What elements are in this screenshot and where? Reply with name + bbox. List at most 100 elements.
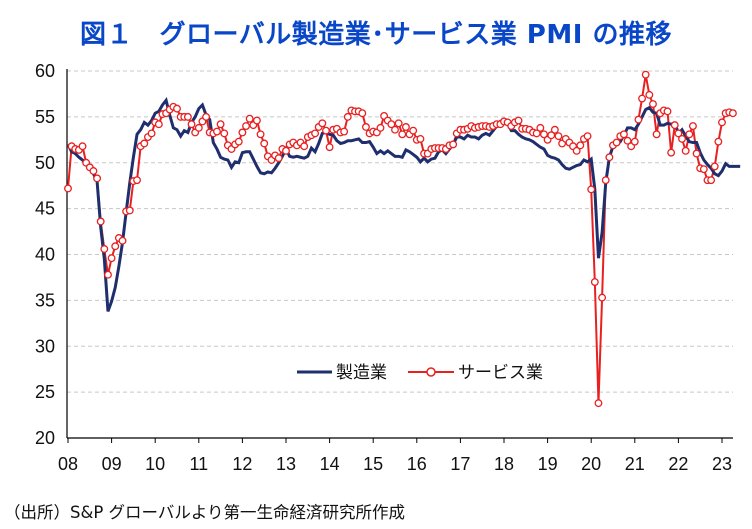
service-point xyxy=(96,217,105,226)
service-point xyxy=(93,174,102,183)
service-point xyxy=(532,129,541,138)
manufacturing-line xyxy=(66,97,741,312)
service-point xyxy=(688,122,697,130)
service-point xyxy=(572,146,581,155)
service-point xyxy=(125,206,134,215)
service-point xyxy=(670,121,679,130)
service-point xyxy=(638,94,647,103)
y-tick-label: 45 xyxy=(35,199,55,219)
service-point xyxy=(118,236,127,245)
y-tick-label: 55 xyxy=(35,107,55,127)
x-tick-label: 21 xyxy=(625,454,645,474)
service-point xyxy=(387,120,396,129)
service-point xyxy=(147,129,156,138)
service-point xyxy=(514,116,523,125)
service-point xyxy=(605,153,614,162)
x-tick-label: 13 xyxy=(276,454,296,474)
x-tick-label: 15 xyxy=(363,454,383,474)
service-point xyxy=(361,123,370,131)
service-point xyxy=(641,70,650,79)
service-point xyxy=(536,123,545,132)
service-point xyxy=(274,154,283,163)
service-point xyxy=(583,132,592,141)
service-point xyxy=(220,129,229,138)
x-tick-label: 14 xyxy=(320,454,340,474)
source-note: （出所）S&P グローバルより第一生命経済研究所作成 xyxy=(4,503,406,522)
gridlines xyxy=(67,70,733,393)
service-point xyxy=(590,278,599,286)
service-markers xyxy=(64,70,737,408)
service-point xyxy=(707,176,716,185)
service-point xyxy=(587,185,596,194)
chart-title: 図１ グローバル製造業･サービス業 PMI の推移 xyxy=(80,20,672,50)
service-point xyxy=(260,139,269,148)
service-point xyxy=(107,254,116,263)
service-point xyxy=(576,141,585,150)
service-point xyxy=(674,129,683,138)
y-tick-label: 30 xyxy=(35,336,55,356)
service-point xyxy=(710,162,719,171)
service-point xyxy=(104,270,112,279)
x-tick-labels: 08 09 10 11 12 13 14 15 16 17 18 19 20 21 22 23 xyxy=(58,454,732,474)
service-point xyxy=(78,142,87,151)
legend: 製造業 サービス業 xyxy=(297,363,543,383)
service-point xyxy=(550,125,559,134)
pmi-line-chart: 20 25 30 35 40 45 50 55 60 08 09 10 11 12 13 14 15 16 17 1… xyxy=(35,61,741,474)
y-tick-label: 25 xyxy=(35,382,55,402)
service-point xyxy=(645,90,654,99)
x-tick-label: 11 xyxy=(189,454,208,474)
service-point xyxy=(376,123,385,132)
y-tick-label: 50 xyxy=(35,153,55,173)
service-point xyxy=(133,176,141,185)
service-point xyxy=(554,132,563,141)
service-point xyxy=(699,165,708,174)
legend-manufacturing-label: 製造業 xyxy=(336,363,387,383)
service-point xyxy=(282,146,290,155)
service-point xyxy=(194,123,203,132)
legend-services-marker xyxy=(426,367,436,377)
service-point xyxy=(601,176,610,185)
legend-services-label: サービス業 xyxy=(458,363,543,383)
service-point xyxy=(391,125,399,134)
service-point xyxy=(322,126,330,135)
service-point xyxy=(649,100,657,108)
x-tick-label: 17 xyxy=(450,454,470,474)
service-point xyxy=(667,148,676,157)
service-point xyxy=(202,112,211,121)
x-tick-label: 20 xyxy=(581,454,601,474)
x-tick-label: 18 xyxy=(494,454,514,474)
service-point xyxy=(547,131,556,140)
service-point xyxy=(238,128,247,137)
x-tick-label: 19 xyxy=(538,454,558,474)
service-point xyxy=(398,130,407,139)
x-tick-label: 08 xyxy=(58,454,78,474)
service-point xyxy=(678,134,686,143)
service-point xyxy=(252,116,261,125)
service-point xyxy=(394,119,403,128)
x-tick-label: 22 xyxy=(668,454,688,474)
x-tick-label: 12 xyxy=(232,454,252,474)
service-point xyxy=(685,130,694,139)
service-point xyxy=(663,107,672,116)
service-point xyxy=(216,120,225,129)
service-point xyxy=(234,137,243,146)
x-tick-label: 23 xyxy=(712,454,732,474)
x-tick-label: 16 xyxy=(407,454,427,474)
service-point xyxy=(692,149,701,158)
service-point xyxy=(540,130,548,139)
service-point xyxy=(652,130,661,139)
service-point xyxy=(183,112,192,121)
service-point xyxy=(256,130,265,139)
service-point xyxy=(718,118,726,127)
service-point xyxy=(619,130,628,139)
x-tick-label: 09 xyxy=(102,454,122,474)
y-tick-labels: 20 25 30 35 40 45 50 55 60 xyxy=(35,61,55,448)
axes xyxy=(66,69,733,443)
service-point xyxy=(311,129,320,138)
y-tick-label: 60 xyxy=(35,61,55,81)
x-tick-label: 10 xyxy=(145,454,165,474)
service-point xyxy=(358,109,367,118)
service-point xyxy=(154,120,163,129)
service-point xyxy=(318,119,327,128)
service-point xyxy=(242,122,250,130)
